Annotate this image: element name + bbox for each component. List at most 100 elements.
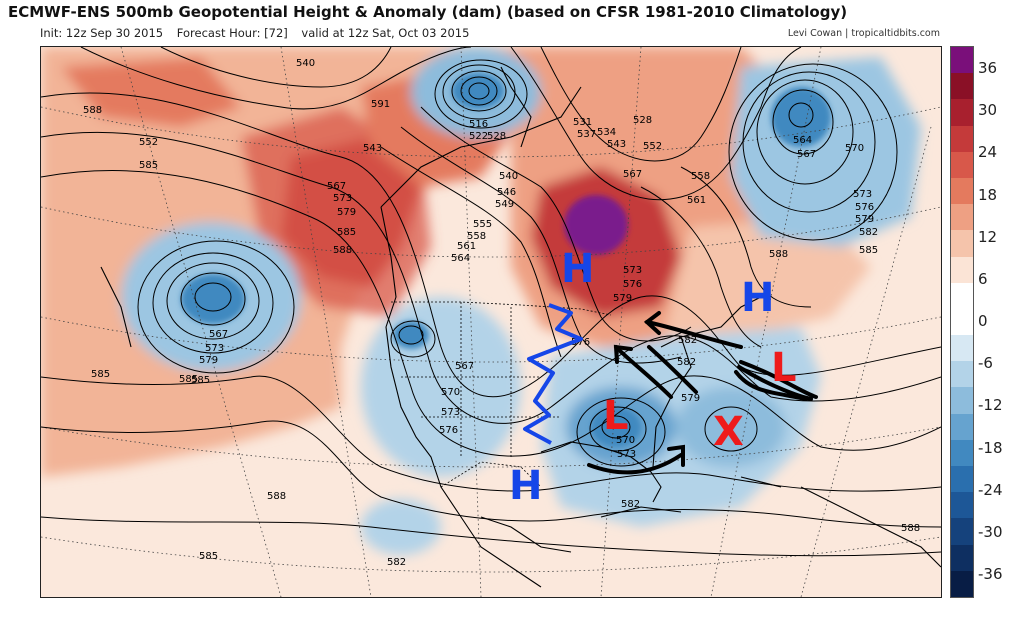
colorbar-tick-label: -12 [978,396,1003,415]
contour-label: 561 [457,241,476,252]
x-mark: X [713,409,744,455]
contour-label: 552 [643,141,662,152]
colorbar-swatch [951,73,973,100]
political-borders [391,301,612,488]
contour-label: 576 [855,202,874,213]
contour-label: 579 [681,393,700,404]
contour-label: 558 [467,231,486,242]
contour-label: 564 [793,135,812,146]
contour-label: 573 [623,265,642,276]
arrow-flow-2 [614,345,673,399]
arrow-flow-1 [645,320,743,349]
colorbar-tick-label: 18 [978,185,998,204]
arrow-flow-3 [647,345,698,394]
contour-label: 579 [613,293,632,304]
contour-labels: 588 552 585 540 591 543 567 573 579 585 … [83,58,920,568]
contour-label: 576 [439,425,458,436]
contour-label: 585 [179,374,198,385]
colorbar-tick-label: -36 [978,565,1003,583]
pacific-low-core [181,274,245,324]
contour-label: 585 [859,245,878,256]
colorbar-tick-label: -30 [978,522,1003,541]
contour-label: 591 [371,99,390,110]
contour-label: 570 [845,143,864,154]
contour-label: 570 [441,387,460,398]
contour-label: 576 [623,279,642,290]
contour-label: 567 [623,169,642,180]
chart-subtitle: Init: 12z Sep 30 2015 Forecast Hour: [72… [40,26,479,40]
cool-mexico [361,499,441,555]
low-label-gulf: L [603,393,629,439]
low-label-atlantic: L [771,345,797,391]
colorbar-swatch [951,544,973,571]
contour-label: 549 [495,199,514,210]
contour-label: 543 [607,139,626,150]
colorbar-swatch [951,125,973,152]
contour-label: 588 [267,491,286,502]
map-svg: 588 552 585 540 591 543 567 573 579 585 … [41,47,941,597]
colorbar-tick-label: -6 [978,354,993,373]
arrow-head-1 [643,311,661,335]
annotation-letters: H H H L L X [509,246,797,509]
contour-label: 585 [139,160,158,171]
high-label-atlantic: H [741,275,774,321]
colorbar-tick-label: 6 [978,269,988,288]
colorbar [950,46,974,598]
colorbar-tick-label: 12 [978,227,998,246]
colorbar-swatch [951,151,973,178]
cool-atlantic-low [676,387,786,467]
high-label-east: H [561,246,594,292]
contour-label: 540 [499,171,518,182]
colorbar-swatch [951,387,973,414]
contour-label: 582 [621,499,640,510]
annotation-zigzag [523,303,583,445]
contour-label: 576 [571,337,590,348]
colorbar-swatch [951,466,973,493]
colorbar-swatch [951,413,973,440]
contour-label: 573 [333,193,352,204]
colorbar-swatch [951,439,973,466]
colorbar-swatch [951,99,973,126]
colorbar-ticks: 36 30 24 18 12 6 0 -6 -12 -18 -24 -30 -36 [974,46,1020,596]
contour-label: 585 [199,551,218,562]
graticule [41,47,941,597]
arrow-flow-6 [734,370,808,401]
contour-label: 567 [209,329,228,340]
contour-label: 564 [451,253,470,264]
colorbar-tick-label: -18 [978,438,1003,457]
contour-label: 579 [855,214,874,225]
colorbar-tick-label: -24 [978,480,1003,499]
coastlines [100,66,941,588]
hudson-low-core [452,73,504,109]
colorbar-swatch [951,177,973,205]
warm-anomaly-atlantic [661,217,871,347]
contour-label: 570 [616,435,635,446]
colorbar-swatch [951,335,973,362]
contour-label: 582 [677,357,696,368]
high-label-south: H [509,463,542,509]
contour-label: 579 [337,207,356,218]
contour-label: 567 [797,149,816,160]
contour-label: 588 [333,245,352,256]
contour-label: 585 [91,369,110,380]
arrow-flow-5 [739,360,818,399]
contour-label: 573 [617,449,636,460]
gulf-low-core [591,407,641,447]
credit-text: Levi Cowan | tropicaltidbits.com [787,28,940,39]
arrow-flow-se [587,453,683,475]
contour-label: 588 [83,105,102,116]
colorbar-tick-label: 24 [978,143,998,162]
colorbar-swatch [951,282,973,309]
map-panel: 588 552 585 540 591 543 567 573 579 585 … [40,46,942,598]
anomaly-shading [41,47,921,555]
contour-label: 573 [853,189,872,200]
contour-label: 561 [687,195,706,206]
contour-label: 582 [678,335,697,346]
arrow-head-2 [613,344,633,364]
contour-label: 585 [191,375,210,386]
contour-label: 567 [455,361,474,372]
colorbar-swatch [951,230,973,257]
contour-label: 543 [363,143,382,154]
contour-label: 537 [577,129,596,140]
colorbar-swatch [951,204,973,231]
